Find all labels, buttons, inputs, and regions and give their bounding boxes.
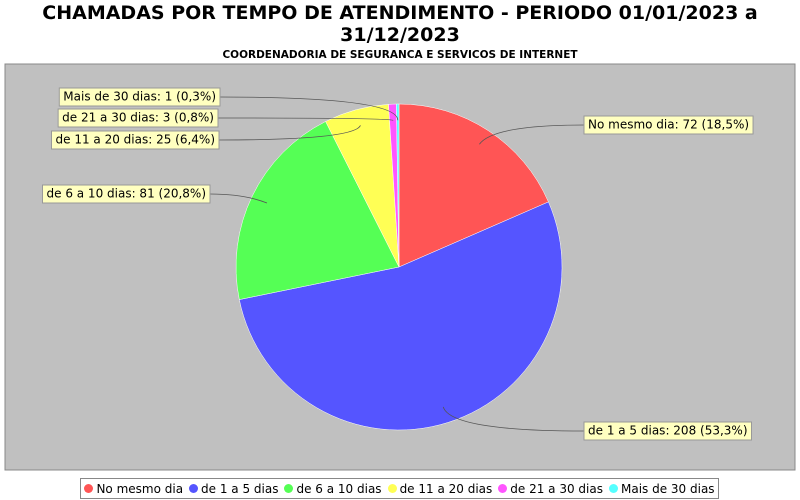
- label-connector: [209, 193, 268, 204]
- pie-slice: [235, 121, 400, 300]
- legend-item: Mais de 30 dias: [609, 482, 715, 496]
- slice-label-group: No mesmo dia: 72 (18,5%): [583, 115, 754, 135]
- label-connector: [218, 125, 361, 141]
- label-connector: [219, 96, 399, 121]
- legend-item: No mesmo dia: [84, 482, 183, 496]
- legend-swatch: [609, 484, 618, 493]
- slice-label-group: de 6 a 10 dias: 81 (20,8%): [42, 184, 211, 204]
- label-connector: [217, 117, 394, 121]
- chart-title: CHAMADAS POR TEMPO DE ATENDIMENTO - PERI…: [42, 2, 758, 46]
- slice-label-group: Mais de 30 dias: 1 (0,3%): [58, 87, 221, 107]
- legend-swatch: [498, 484, 508, 493]
- legend-label: de 1 a 5 dias: [201, 481, 279, 496]
- label-box: [57, 108, 219, 128]
- label-box: [583, 421, 752, 441]
- label-connector: [479, 124, 585, 145]
- legend-label: No mesmo dia: [96, 481, 184, 496]
- slice-label-group: de 11 a 20 dias: 25 (6,4%): [51, 130, 220, 150]
- pie-slice: [398, 103, 549, 268]
- legend-swatch: [284, 484, 294, 493]
- legend-label: de 11 a 20 dias: [399, 481, 493, 496]
- label-box: [58, 87, 221, 107]
- label-box: [42, 184, 211, 204]
- legend-swatch: [387, 484, 397, 493]
- slice-label: de 1 a 5 dias: 208 (53,3%): [588, 424, 748, 438]
- pie-slice: [238, 201, 563, 431]
- legend-item: de 6 a 10 dias: [284, 481, 382, 496]
- slice-label: Mais de 30 dias: 1 (0,3%): [63, 90, 216, 104]
- slice-label-group: de 1 a 5 dias: 208 (53,3%): [583, 421, 752, 441]
- chart-subtitle: COORDENADORIA DE SEGURANCA E SERVICOS DE…: [222, 49, 578, 61]
- legend-swatch: [84, 484, 94, 493]
- label-connector: [442, 406, 585, 432]
- slice-label: de 6 a 10 dias: 81 (20,8%): [47, 187, 207, 201]
- slice-label: No mesmo dia: 72 (18,5%): [588, 118, 749, 132]
- legend: No mesmo dia de 1 a 5 dias de 6 a 10 dias d…: [80, 478, 719, 499]
- slice-label: de 21 a 30 dias: 3 (0,8%): [62, 111, 214, 125]
- legend-item: de 1 a 5 dias: [189, 482, 278, 496]
- legend-item: de 21 a 30 dias: [498, 482, 603, 496]
- legend-label: Mais de 30 dias: [621, 481, 715, 496]
- label-box: [583, 115, 754, 135]
- label-box: [51, 130, 220, 150]
- legend-swatch: [189, 484, 199, 493]
- pie-slice: [396, 103, 400, 268]
- slice-label: de 11 a 20 dias: 25 (6,4%): [56, 133, 216, 147]
- legend-label: de 21 a 30 dias: [510, 481, 603, 496]
- legend-label: de 6 a 10 dias: [296, 481, 382, 496]
- slice-label-group: de 21 a 30 dias: 3 (0,8%): [57, 108, 219, 128]
- legend-item: de 11 a 20 dias: [387, 481, 493, 496]
